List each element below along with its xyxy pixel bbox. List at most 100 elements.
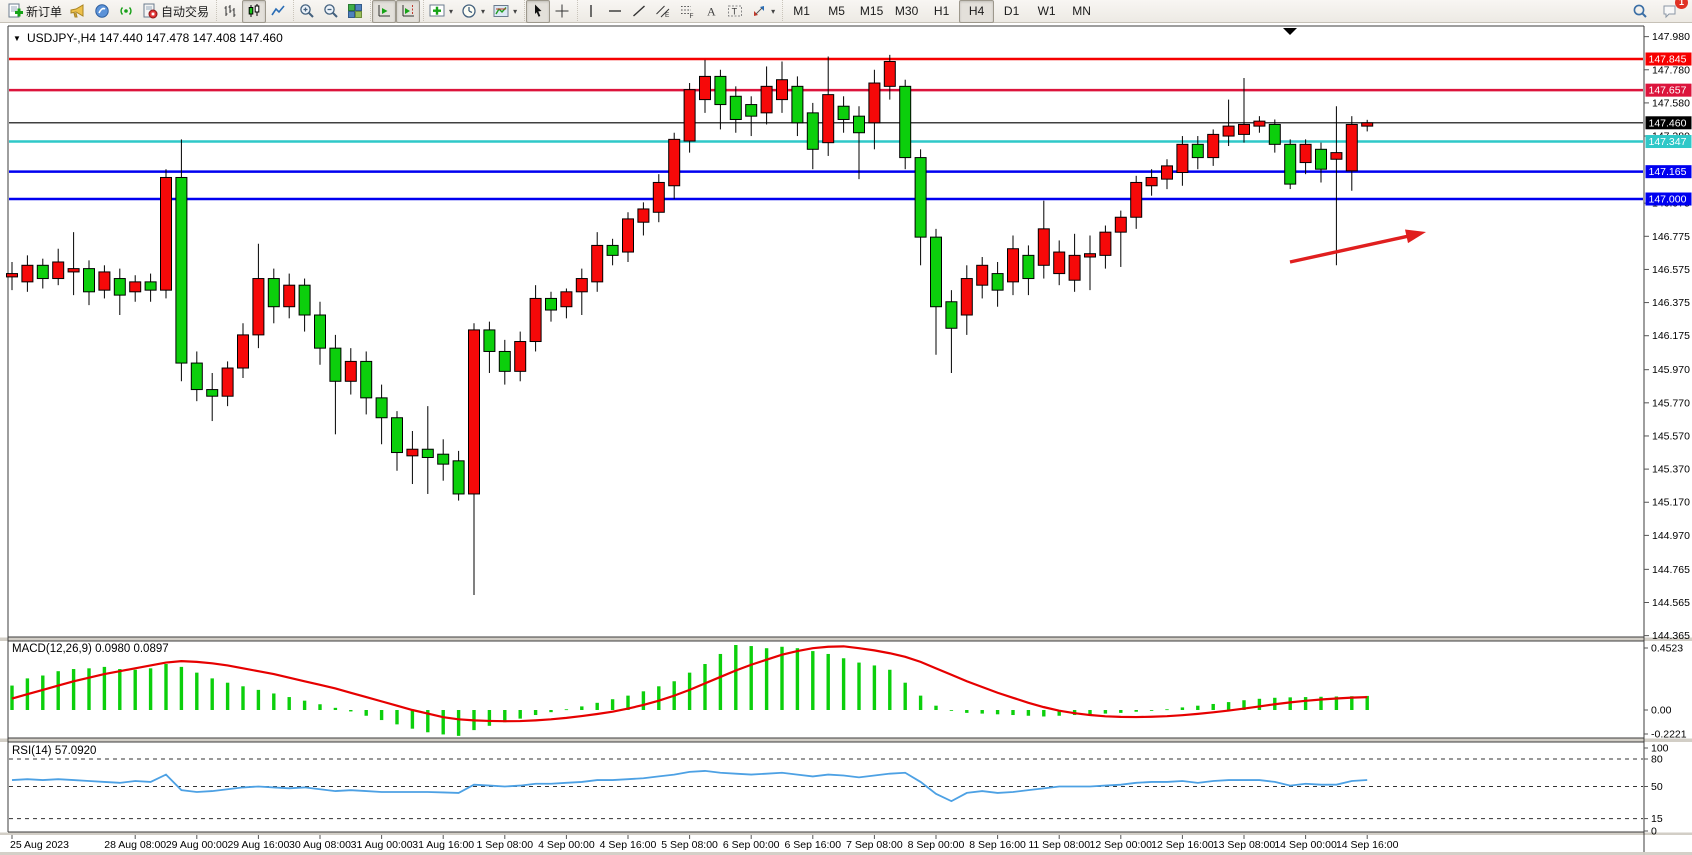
candle [175,139,188,382]
community-button[interactable] [90,0,114,23]
candle [221,361,234,407]
cursor-button[interactable] [526,0,551,23]
tf-m30[interactable]: M30 [889,0,924,23]
shapes-icon [754,6,765,16]
candle [976,257,989,299]
toolbar-right: 1 [1628,0,1690,23]
macd-bar [980,710,984,714]
dropdown-arrow-icon[interactable]: ▾ [449,6,454,16]
svg-text:0: 0 [1651,826,1657,838]
candle [391,411,403,471]
toolbar-group-objects: E F A T ▾ [577,0,780,23]
macd-bar [749,646,753,710]
arrow-annotation[interactable] [1289,229,1426,264]
rsi-line [11,770,1368,803]
candlestick-chart-button[interactable] [242,0,267,23]
signals-button[interactable] [114,0,138,23]
macd-bar [164,664,168,710]
candle [283,273,296,319]
templates-button[interactable]: ▾ [489,0,521,23]
macd-bar [148,668,153,710]
arrows-button[interactable]: ▾ [747,0,779,23]
candle [298,278,311,332]
svg-text:-0.2221: -0.2221 [1651,729,1687,741]
notifications-button[interactable]: 1 [1658,0,1688,23]
vertical-line-button[interactable] [579,0,603,23]
tf-mn[interactable]: MN [1064,0,1099,23]
tf-m15[interactable]: M15 [854,0,889,23]
title-dropdown-icon[interactable]: ▼ [13,34,21,43]
indicators-button[interactable]: ▾ [425,0,457,23]
tf-h4[interactable]: H4 [959,0,995,23]
dropdown-arrow-icon[interactable]: ▾ [481,6,486,16]
macd-bar [1042,710,1046,717]
dropdown-arrow-icon[interactable]: ▾ [771,6,776,16]
chart-shift-button[interactable] [396,0,421,23]
pane-separator[interactable] [0,738,1692,743]
macd-bar [687,672,692,710]
price-badge-resistance-1: 147.845 [1645,52,1692,66]
price-axis[interactable]: 147.980147.780147.580147.380146.975146.7… [1644,31,1692,642]
new-order-button[interactable]: 新订单 [3,0,66,23]
candle [837,96,850,133]
candle [52,248,65,286]
candle [714,69,727,130]
candle [745,96,758,137]
bar-chart-button[interactable] [218,0,242,23]
tile-windows-button[interactable] [343,0,367,23]
candle [622,212,634,262]
horizontal-line-button[interactable] [603,0,627,23]
template-icon [493,5,509,17]
fibonacci-button[interactable]: F [675,0,699,23]
crosshair-button[interactable] [550,0,574,23]
periods-button[interactable]: ▾ [457,0,489,23]
candle [729,86,742,133]
scroll-marker-icon[interactable] [1283,28,1297,35]
macd-bar [610,699,615,710]
candle [468,323,480,596]
notification-badge: 1 [1675,0,1688,9]
tf-d1[interactable]: D1 [994,0,1029,23]
pane-separator[interactable] [0,832,1692,836]
candle [1114,210,1127,267]
text-label-button[interactable]: T [723,0,747,23]
candle [1284,139,1297,190]
macd-bar [179,666,184,710]
svg-text:145.170: 145.170 [1652,497,1690,509]
zoom-in-button[interactable] [295,0,319,23]
trendline-button[interactable] [627,0,651,23]
search-button[interactable] [1628,0,1652,23]
autotrading-button[interactable]: 自动交易 [138,0,213,23]
candle [21,255,34,292]
macd-bar [1134,710,1138,712]
svg-text:147.980: 147.980 [1652,31,1690,43]
sound-alert-button[interactable] [66,0,90,23]
auto-scroll-button[interactable] [372,0,397,23]
macd-bar [1180,707,1185,710]
tf-m1[interactable]: M1 [784,0,819,23]
tf-w1[interactable]: W1 [1029,0,1064,23]
equidistant-channel-button[interactable]: E [651,0,675,23]
macd-bar [287,697,291,710]
candle [945,290,958,374]
macd-bar [1088,710,1092,715]
candle [1130,175,1143,229]
pane-separator[interactable] [0,637,1692,642]
tf-m5-label: M5 [828,4,845,18]
chart-window[interactable]: 147.980147.780147.580147.380146.975146.7… [0,23,1692,855]
tf-h1[interactable]: H1 [924,0,959,23]
zoom-out-button[interactable] [319,0,343,23]
macd-bar [780,646,784,710]
candle [575,268,588,316]
toolbar-group-insert: ▾ ▾ ▾ [423,0,522,23]
tf-m5[interactable]: M5 [819,0,854,23]
line-chart-button[interactable] [266,0,290,23]
text-button[interactable]: A [699,0,723,23]
candle [1361,119,1374,132]
svg-text:147.347: 147.347 [1649,136,1687,148]
macd-pane[interactable]: MACD(12,26,9) 0.0980 0.0897 0.4523 0.00 -0.… [10,643,1687,741]
dropdown-arrow-icon[interactable]: ▾ [513,6,518,16]
time-axis[interactable]: 25 Aug 2023 28 Aug 08:00 29 Aug 00:00 29 Au… [10,835,1399,851]
channel-icon: E [656,5,670,19]
